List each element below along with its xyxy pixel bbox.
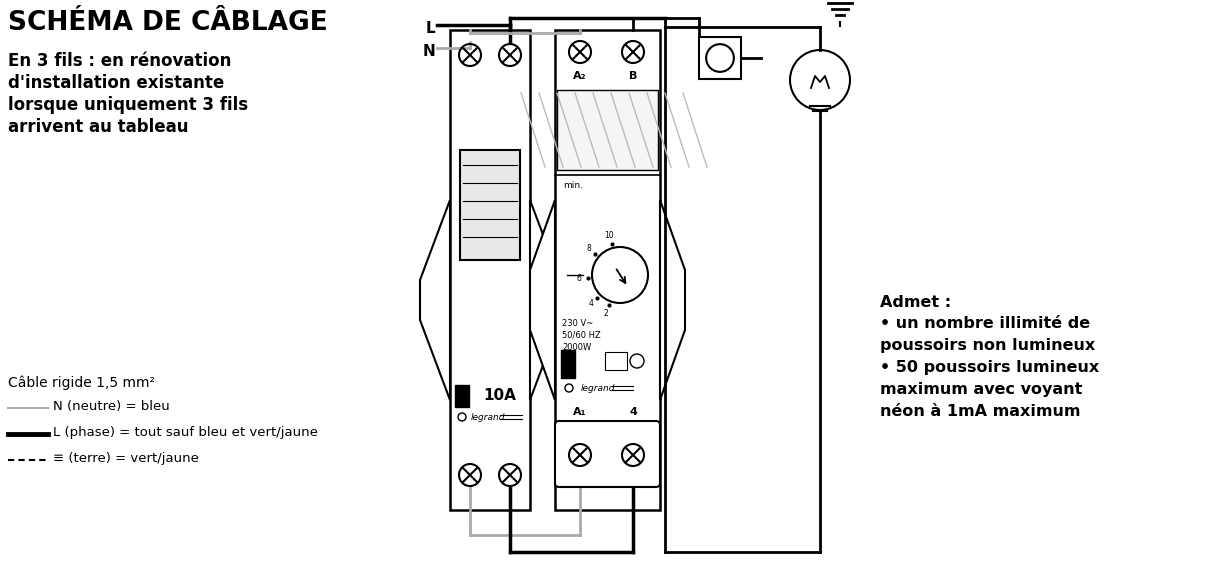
Text: Admet :: Admet : xyxy=(880,295,951,310)
Polygon shape xyxy=(420,200,450,400)
FancyBboxPatch shape xyxy=(555,421,660,487)
Text: 8: 8 xyxy=(587,244,591,253)
Text: N (neutre) = bleu: N (neutre) = bleu xyxy=(53,400,170,413)
Bar xyxy=(459,150,521,260)
Bar xyxy=(561,350,576,378)
Text: 2000W: 2000W xyxy=(562,343,591,352)
Text: néon à 1mA maximum: néon à 1mA maximum xyxy=(880,404,1080,419)
Text: 2: 2 xyxy=(604,309,609,318)
Text: 4: 4 xyxy=(629,407,637,417)
Text: A₁: A₁ xyxy=(573,407,587,417)
Polygon shape xyxy=(660,200,686,400)
Polygon shape xyxy=(530,200,555,400)
Text: 230 V~: 230 V~ xyxy=(562,319,593,328)
Text: • un nombre illimité de: • un nombre illimité de xyxy=(880,316,1090,331)
Bar xyxy=(557,90,657,170)
Circle shape xyxy=(565,384,573,392)
Text: L (phase) = tout sauf bleu et vert/jaune: L (phase) = tout sauf bleu et vert/jaune xyxy=(53,426,318,439)
Text: SCHÉMA DE CÂBLAGE: SCHÉMA DE CÂBLAGE xyxy=(9,10,327,36)
Circle shape xyxy=(458,413,466,421)
Circle shape xyxy=(706,44,734,72)
Text: 4: 4 xyxy=(589,299,594,308)
Text: d'installation existante: d'installation existante xyxy=(9,74,225,92)
Text: B: B xyxy=(629,71,637,81)
Text: 10: 10 xyxy=(605,231,615,240)
Text: maximum avec voyant: maximum avec voyant xyxy=(880,382,1083,397)
Text: legrand: legrand xyxy=(580,384,615,393)
Text: Câble rigide 1,5 mm²: Câble rigide 1,5 mm² xyxy=(9,375,155,390)
Circle shape xyxy=(631,354,644,368)
Text: 50/60 HZ: 50/60 HZ xyxy=(562,331,601,340)
Text: ≡ (terre) = vert/jaune: ≡ (terre) = vert/jaune xyxy=(53,452,199,465)
Text: lorsque uniquement 3 fils: lorsque uniquement 3 fils xyxy=(9,96,248,114)
Text: legrand: legrand xyxy=(470,413,505,422)
Bar xyxy=(450,30,530,510)
Text: poussoirs non lumineux: poussoirs non lumineux xyxy=(880,338,1095,353)
Text: • 50 poussoirs lumineux: • 50 poussoirs lumineux xyxy=(880,360,1100,375)
Text: arrivent au tableau: arrivent au tableau xyxy=(9,118,188,136)
Bar xyxy=(555,30,660,510)
Bar xyxy=(455,385,469,407)
Text: 6: 6 xyxy=(577,274,582,283)
Polygon shape xyxy=(530,200,560,400)
Text: A₂: A₂ xyxy=(573,71,587,81)
Text: 10A: 10A xyxy=(484,387,517,402)
Bar xyxy=(605,352,627,370)
Bar xyxy=(699,37,741,79)
Text: En 3 fils : en rénovation: En 3 fils : en rénovation xyxy=(9,52,231,70)
Text: min.: min. xyxy=(563,180,583,189)
Text: L: L xyxy=(425,20,435,35)
Text: N: N xyxy=(423,43,435,59)
